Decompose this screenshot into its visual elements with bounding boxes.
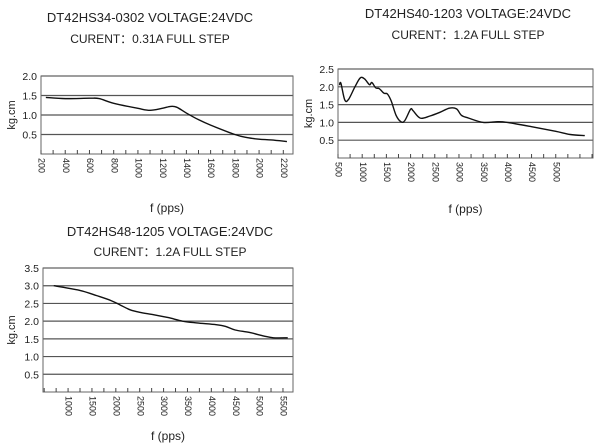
plot-frame <box>40 75 294 155</box>
x-axis-label: f (pps) <box>448 202 482 216</box>
y-tick-label: 0.5 <box>22 130 37 142</box>
x-tick-label: 2000 <box>406 162 416 182</box>
x-tick-label: 5000 <box>551 162 561 182</box>
y-tick-label: 1.0 <box>319 117 334 129</box>
x-tick-label: 1800 <box>230 158 240 178</box>
y-tick-label: 1.0 <box>24 352 39 364</box>
y-axis-label: kg.cm <box>303 99 315 128</box>
x-tick-label: 4500 <box>527 162 537 182</box>
y-tick-label: 2.0 <box>22 71 37 83</box>
torque-curve <box>338 76 585 137</box>
x-tick-label: 2200 <box>279 158 289 178</box>
y-tick-label: 2.5 <box>24 298 39 310</box>
x-tick-label: 800 <box>109 158 119 173</box>
x-axis-label: f (pps) <box>150 201 184 215</box>
chart-1: DT42HS34-0302 VOLTAGE:24VDC CURENT：0.31A … <box>6 10 294 215</box>
x-tick-label: 400 <box>61 158 71 173</box>
x-tick-label: 1000 <box>134 158 144 178</box>
x-tick-label: 5000 <box>255 396 265 416</box>
y-tick-label: 2.0 <box>319 82 334 94</box>
x-tick-label: 3000 <box>159 396 169 416</box>
chart-3: DT42HS48-1205 VOLTAGE:24VDC CURENT：1.2A F… <box>6 224 294 443</box>
chart-subtitle: CURENT：1.2A FULL STEP <box>94 245 247 259</box>
x-tick-label: 1500 <box>382 162 392 182</box>
chart-subtitle: CURENT：1.2A FULL STEP <box>392 28 545 42</box>
y-tick-label: 1.5 <box>319 100 334 112</box>
y-tick-label: 2.0 <box>24 316 39 328</box>
x-tick-label: 1400 <box>182 158 192 178</box>
chart-subtitle: CURENT：0.31A FULL STEP <box>70 32 230 46</box>
y-axis-label: kg.cm <box>6 315 18 344</box>
x-tick-label: 4500 <box>231 396 241 416</box>
y-tick-label: 3.0 <box>24 281 39 293</box>
x-tick-label: 1000 <box>64 396 74 416</box>
chart-title: DT42HS34-0302 VOLTAGE:24VDC <box>47 10 253 25</box>
chart-title: DT42HS40-1203 VOLTAGE:24VDC <box>365 6 571 21</box>
x-tick-label: 2500 <box>430 162 440 182</box>
chart-title: DT42HS48-1205 VOLTAGE:24VDC <box>67 224 273 239</box>
x-tick-label: 1600 <box>206 158 216 178</box>
y-tick-label: 3.5 <box>24 263 39 275</box>
x-tick-label: 3000 <box>455 162 465 182</box>
plot-frame <box>42 267 294 393</box>
torque-curve <box>45 96 288 143</box>
y-tick-label: 1.0 <box>22 110 37 122</box>
x-tick-label: 3500 <box>479 162 489 182</box>
x-tick-label: 2000 <box>255 158 265 178</box>
x-tick-label: 500 <box>334 162 344 177</box>
y-tick-label: 2.5 <box>319 64 334 76</box>
y-tick-label: 1.5 <box>22 91 37 103</box>
x-tick-label: 2000 <box>111 396 121 416</box>
y-axis-label: kg.cm <box>6 100 18 129</box>
x-tick-label: 4000 <box>503 162 513 182</box>
x-tick-label: 2500 <box>135 396 145 416</box>
x-tick-label: 5500 <box>279 396 289 416</box>
y-tick-label: 1.5 <box>24 334 39 346</box>
plot-frame <box>337 68 594 159</box>
x-tick-label: 600 <box>85 158 95 173</box>
x-tick-label: 200 <box>37 158 47 173</box>
x-tick-label: 3500 <box>183 396 193 416</box>
y-tick-label: 0.5 <box>24 369 39 381</box>
y-tick-label: 0.5 <box>319 135 334 147</box>
x-tick-label: 1500 <box>88 396 98 416</box>
x-tick-label: 1200 <box>158 158 168 178</box>
x-tick-label: 4000 <box>207 396 217 416</box>
x-axis-label: f (pps) <box>151 429 185 443</box>
chart-2: DT42HS40-1203 VOLTAGE:24VDC CURENT：1.2A F… <box>303 6 594 216</box>
torque-curve <box>53 285 288 339</box>
x-tick-label: 1000 <box>358 162 368 182</box>
